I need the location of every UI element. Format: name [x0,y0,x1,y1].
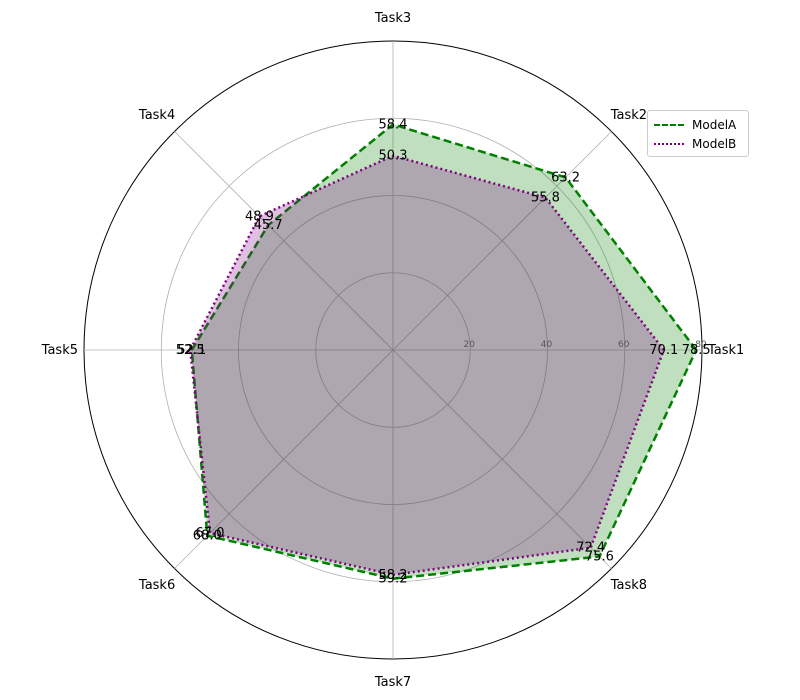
legend-item-modela: ModelA [654,115,742,134]
series-line-modelb [188,154,666,577]
radial-tick-label: 40 [541,340,553,350]
legend: ModelA ModelB [647,110,749,157]
grid-spoke [174,131,394,351]
data-label-modelb: 55.8 [531,191,560,206]
category-label: Task7 [374,675,411,690]
radial-tick-label: 60 [618,340,630,350]
radial-tick-label: 80 [695,340,707,350]
grid-spoke [392,131,612,351]
data-label-modela: 45.7 [254,218,283,233]
series-area-modela [191,124,697,579]
data-label-modelb: 70.1 [649,343,678,358]
data-label-modela: 52.1 [177,343,206,358]
data-label-modelb: 72.4 [576,541,605,556]
series-area-modelb [190,155,664,575]
data-label-modelb: 52.5 [176,343,205,358]
data-label-modelb: 58.2 [379,568,408,583]
category-label: Task8 [610,578,647,593]
data-label-modelb: 67.0 [196,526,225,541]
category-label: Task2 [610,108,647,123]
data-label-modela: 59.2 [379,572,408,587]
label-layer: 20 40 60 80 Task1 Task2 Task3 Task4 Task5 Task6 Ta… [41,11,745,690]
series-layer [188,123,698,580]
legend-label-modela: ModelA [692,117,737,132]
legend-swatch-modela [654,123,684,126]
legend-swatch-modelb [654,142,684,145]
radial-tick-label: 20 [464,340,476,350]
category-label: Task4 [138,108,175,123]
category-label: Task6 [138,578,175,593]
series-line-modela [190,123,698,580]
data-label-modela: 58.4 [379,117,408,132]
category-label: Task3 [374,11,411,26]
legend-label-modelb: ModelB [692,136,737,151]
category-label: Task5 [41,343,78,358]
data-label-modelb: 50.3 [379,149,408,164]
data-label-modela: 75.6 [585,549,614,564]
grid-spoke [392,349,612,569]
data-label-modela: 63.2 [551,170,580,185]
category-label: Task1 [707,343,744,358]
legend-item-modelb: ModelB [654,134,742,153]
data-label-modelb: 48.9 [245,209,274,224]
data-label-modela: 78.5 [682,343,711,358]
data-label-modela: 68.0 [193,529,222,544]
